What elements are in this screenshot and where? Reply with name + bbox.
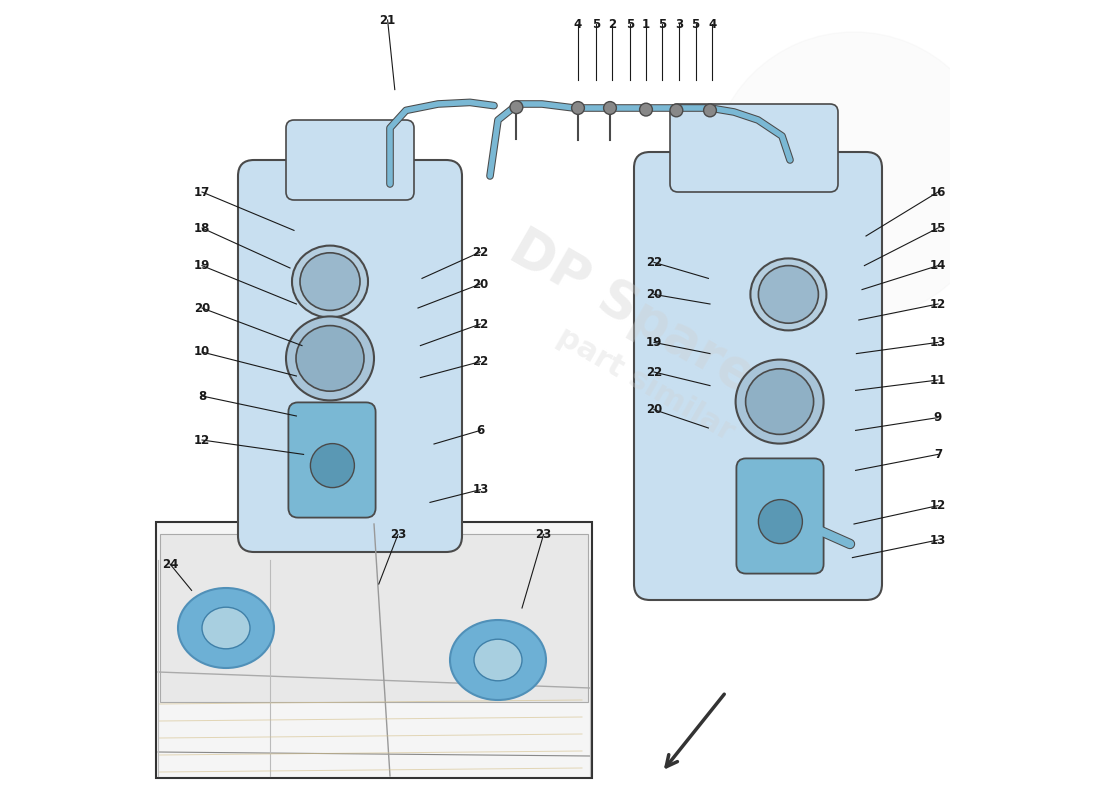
FancyBboxPatch shape [238, 160, 462, 552]
Text: 4: 4 [574, 18, 582, 30]
Text: 23: 23 [389, 528, 406, 541]
Text: 24: 24 [162, 558, 178, 570]
Circle shape [639, 103, 652, 116]
Text: 5: 5 [592, 18, 601, 30]
Text: 8: 8 [198, 390, 206, 402]
FancyBboxPatch shape [286, 120, 414, 200]
Text: 5: 5 [658, 18, 667, 30]
Ellipse shape [296, 326, 364, 391]
Circle shape [670, 104, 683, 117]
Text: 7: 7 [934, 448, 942, 461]
Ellipse shape [758, 266, 818, 323]
Text: 21: 21 [379, 14, 396, 26]
Text: 15: 15 [930, 222, 946, 234]
Circle shape [604, 102, 616, 114]
Ellipse shape [736, 360, 824, 443]
Ellipse shape [300, 253, 360, 310]
Ellipse shape [310, 443, 354, 488]
Text: 16: 16 [930, 186, 946, 198]
FancyBboxPatch shape [156, 522, 592, 778]
Text: 4: 4 [708, 18, 716, 30]
FancyBboxPatch shape [161, 534, 587, 702]
Ellipse shape [750, 258, 826, 330]
Text: 14: 14 [930, 259, 946, 272]
Ellipse shape [746, 369, 814, 434]
Text: 5: 5 [626, 18, 634, 30]
Text: 13: 13 [930, 336, 946, 349]
Circle shape [572, 102, 584, 114]
Text: 20: 20 [194, 302, 210, 314]
Text: 2: 2 [608, 18, 616, 30]
Ellipse shape [292, 246, 368, 318]
FancyBboxPatch shape [736, 458, 824, 574]
Text: 22: 22 [472, 355, 488, 368]
Text: 12: 12 [472, 318, 488, 330]
Text: 1: 1 [642, 18, 650, 30]
Text: 17: 17 [194, 186, 210, 198]
Circle shape [704, 104, 716, 117]
FancyBboxPatch shape [670, 104, 838, 192]
Text: 20: 20 [646, 288, 662, 301]
Text: 10: 10 [194, 346, 210, 358]
Text: 12: 12 [930, 298, 946, 310]
Text: 13: 13 [472, 483, 488, 496]
Text: 3: 3 [674, 18, 683, 30]
Text: 13: 13 [930, 534, 946, 546]
Text: 9: 9 [934, 411, 942, 424]
Circle shape [510, 101, 522, 114]
Text: 19: 19 [194, 259, 210, 272]
Text: part similar: part similar [552, 322, 739, 446]
Text: 6: 6 [476, 424, 484, 437]
Text: 19: 19 [646, 336, 662, 349]
Text: 20: 20 [472, 278, 488, 290]
Text: DP Spares: DP Spares [500, 222, 791, 418]
Ellipse shape [202, 607, 250, 649]
Ellipse shape [474, 639, 522, 681]
FancyBboxPatch shape [634, 152, 882, 600]
Text: 18: 18 [194, 222, 210, 234]
FancyBboxPatch shape [288, 402, 375, 518]
Text: 22: 22 [646, 366, 662, 378]
Text: 23: 23 [536, 528, 552, 541]
Wedge shape [710, 32, 998, 320]
Ellipse shape [178, 588, 274, 668]
Text: 12: 12 [930, 499, 946, 512]
Ellipse shape [758, 499, 802, 544]
Text: 11: 11 [930, 374, 946, 386]
Text: 22: 22 [646, 256, 662, 269]
Ellipse shape [286, 316, 374, 401]
Ellipse shape [450, 620, 546, 700]
Text: 20: 20 [646, 403, 662, 416]
Text: 5: 5 [692, 18, 700, 30]
Text: 12: 12 [194, 434, 210, 446]
Text: 22: 22 [472, 246, 488, 258]
